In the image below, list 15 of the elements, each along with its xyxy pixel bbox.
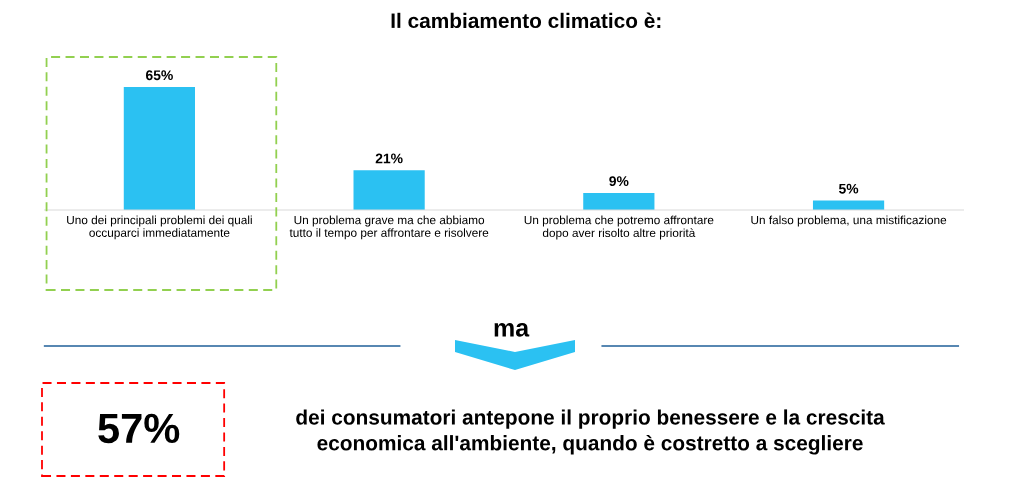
bar (123, 87, 195, 210)
data-label: 9% (609, 176, 629, 187)
data-label: 21% (375, 153, 403, 164)
text: ma (494, 323, 530, 337)
text: dei consumatori antepone il proprio benessere e la crescita economica all'ambiente, quando è costretto a scegliere (296, 409, 885, 455)
x-tick-label: Un problema che potremo affrontare dopo aver risolto altre priorità (524, 215, 714, 240)
x-tick-label: Un falso problema, una mistificazione (751, 215, 947, 227)
data-label: 5% (838, 183, 859, 194)
text: 57% (98, 413, 180, 444)
bar (583, 192, 655, 210)
x-tick-label: Un problema grave ma che abbiamo tutto il tempo per affrontare e risolvere (289, 215, 489, 240)
chart-title: Il cambiamento climatico è: (391, 12, 661, 29)
bar (353, 170, 425, 210)
x-tick-label: Uno dei principali problemi dei quali occuparci immediatamente (67, 215, 252, 240)
data-label: 65% (146, 70, 173, 81)
